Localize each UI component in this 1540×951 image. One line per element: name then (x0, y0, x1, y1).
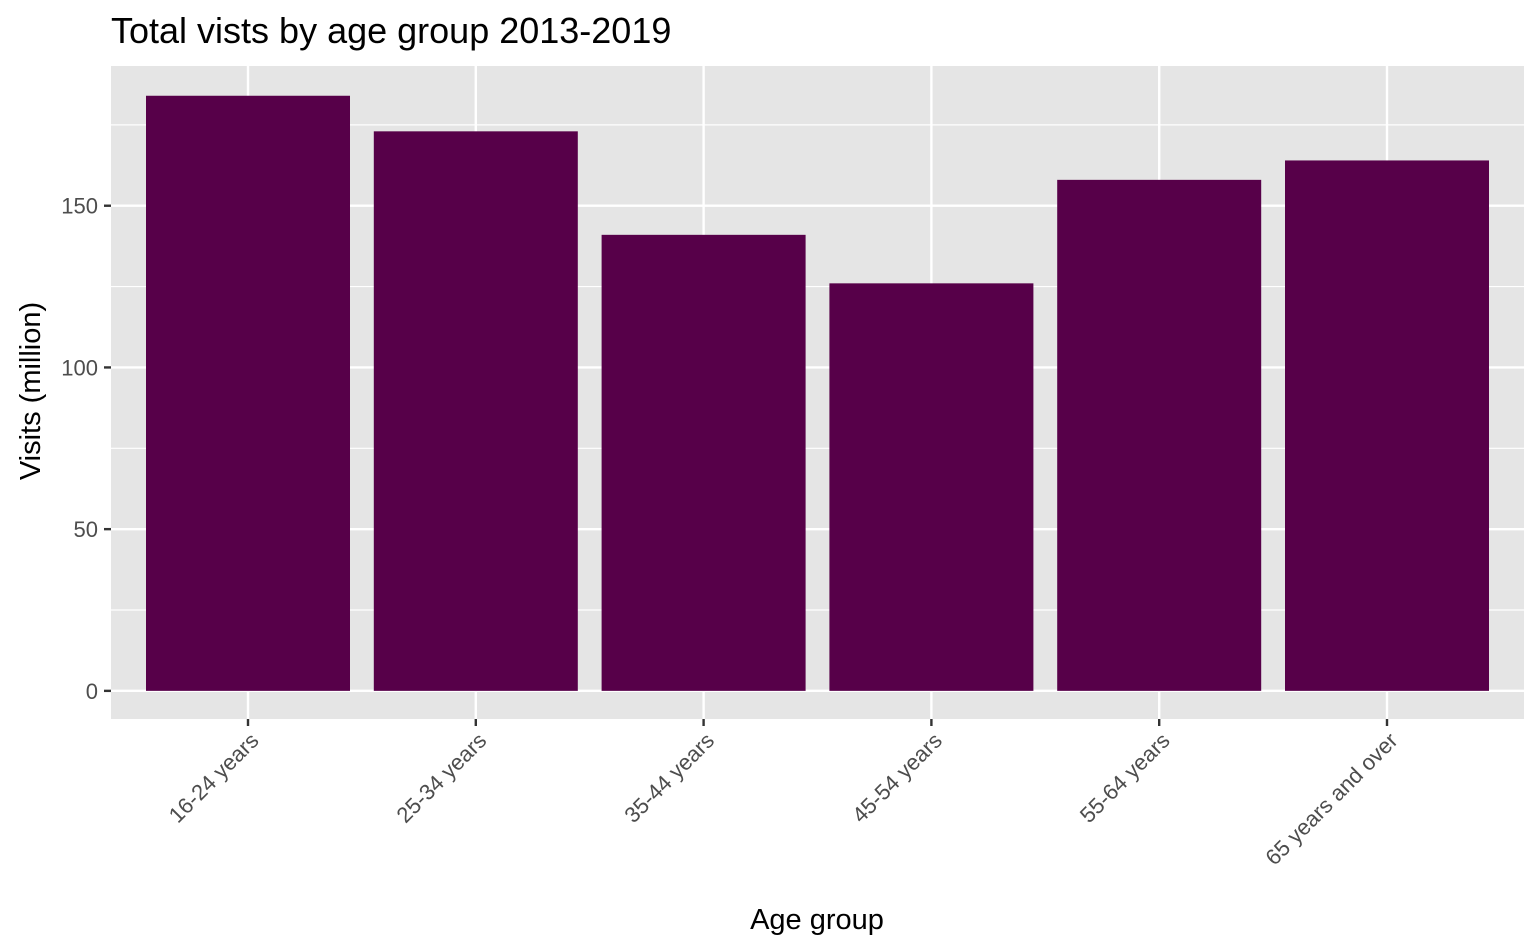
bar (373, 131, 578, 691)
y-tick-label: 100 (61, 355, 98, 380)
bar (1285, 160, 1489, 691)
y-axis: 0 50 100 150 (61, 194, 111, 704)
y-tick-label: 150 (61, 194, 98, 219)
y-axis-title: Visits (million) (15, 302, 47, 480)
chart-title: Total vists by age group 2013-2019 (111, 10, 671, 51)
bar (1057, 179, 1262, 691)
y-tick-label: 0 (86, 679, 98, 704)
bars (146, 95, 1489, 691)
x-axis-title: Age group (750, 904, 884, 936)
bar (601, 234, 806, 691)
bar (146, 95, 350, 691)
bar (829, 283, 1034, 691)
y-tick-label: 50 (74, 517, 98, 542)
